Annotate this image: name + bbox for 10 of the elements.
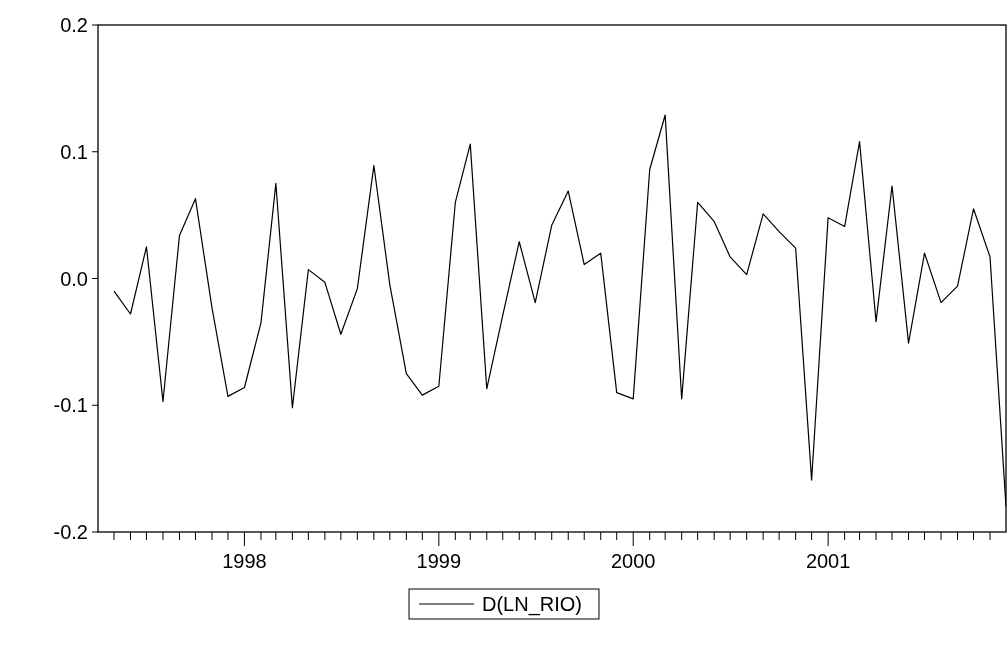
x-tick-label: 1999: [416, 550, 462, 572]
legend-label: D(LN_RIO): [482, 593, 583, 616]
y-tick-label: -0.2: [53, 521, 88, 543]
x-tick-label: 2001: [805, 550, 851, 572]
x-tick-label: 2000: [610, 550, 656, 572]
x-tick-label: 1998: [222, 550, 267, 572]
y-tick-label: 0.2: [60, 14, 88, 36]
y-tick-label: 0.1: [60, 140, 88, 163]
y-tick-label: 0.0: [60, 267, 88, 290]
y-tick-label: -0.1: [53, 394, 88, 417]
